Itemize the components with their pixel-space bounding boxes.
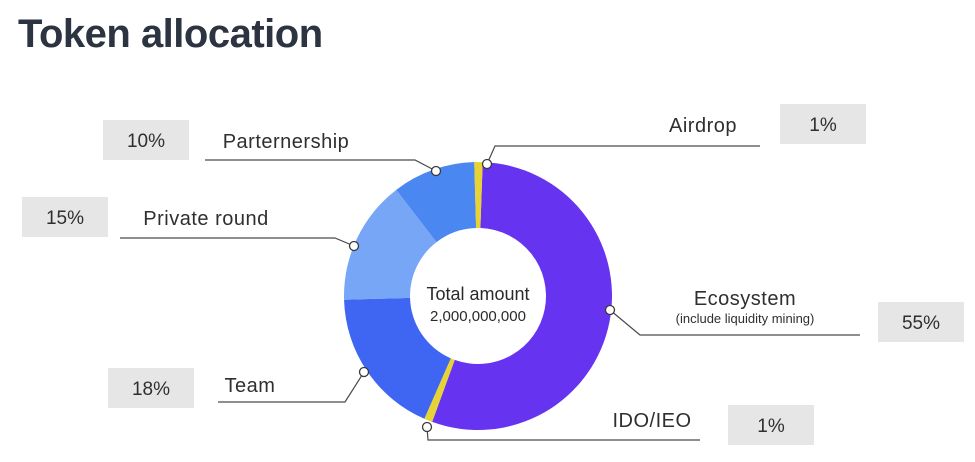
percent-box-team	[108, 368, 194, 408]
anchor-dot-ecosystem	[604, 304, 616, 316]
donut-hole	[412, 230, 544, 362]
leader-line-parternership	[205, 159, 437, 172]
percent-label-ido-ieo: 1%	[757, 416, 785, 437]
anchor-dot-parternership	[430, 165, 442, 177]
chart-title: Token allocation	[18, 12, 323, 56]
percent-box-parternership	[103, 120, 189, 160]
anchor-dot-private-round	[348, 240, 360, 252]
slice-team	[344, 297, 451, 419]
slice-parternership	[396, 162, 477, 243]
slice-label-private-round: Private round	[143, 208, 268, 230]
leader-line-ecosystem	[609, 309, 860, 336]
center-label: Total amount	[426, 284, 529, 304]
slice-label-airdrop: Airdrop	[669, 115, 737, 137]
slice-label-parternership: Parternership	[223, 131, 350, 153]
slice-sublabel-ecosystem: (include liquidity mining)	[676, 311, 815, 326]
slice-ido-ieo	[424, 358, 455, 422]
center-value: 2,000,000,000	[430, 308, 526, 325]
percent-label-ecosystem: 55%	[902, 313, 940, 334]
percent-box-ido-ieo	[728, 405, 814, 445]
anchor-dot-airdrop	[481, 158, 493, 170]
leader-line-airdrop	[486, 145, 760, 165]
percent-label-airdrop: 1%	[809, 115, 837, 136]
slice-label-team: Team	[225, 375, 276, 397]
leader-line-private-round	[120, 237, 355, 247]
percent-box-airdrop	[780, 104, 866, 144]
percent-label-parternership: 10%	[127, 131, 165, 152]
percent-label-team: 18%	[132, 379, 170, 400]
anchor-dot-ido-ieo	[421, 421, 433, 433]
percent-box-ecosystem	[878, 302, 964, 342]
slice-ecosystem	[432, 162, 613, 431]
slice-private-round	[343, 189, 437, 300]
percent-label-private-round: 15%	[46, 208, 84, 229]
anchor-dot-team	[358, 366, 370, 378]
slice-label-ido-ieo: IDO/IEO	[612, 410, 691, 432]
leader-line-team	[218, 371, 365, 403]
percent-box-private-round	[22, 197, 108, 237]
slice-label-ecosystem: Ecosystem	[694, 288, 796, 310]
slice-airdrop	[474, 162, 483, 229]
